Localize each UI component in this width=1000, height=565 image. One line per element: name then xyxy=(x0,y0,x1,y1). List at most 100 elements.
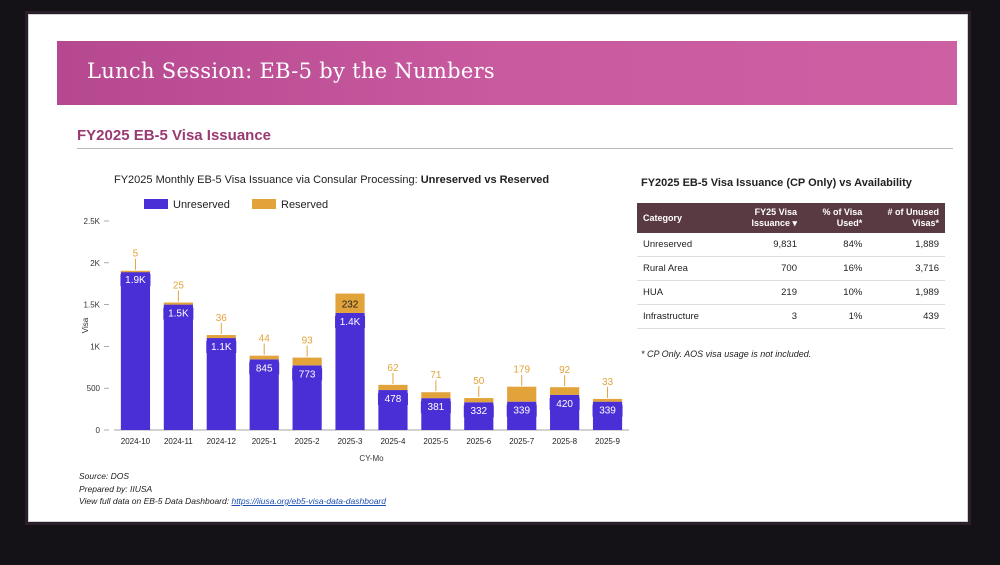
table-row: Unreserved 9,831 84% 1,889 xyxy=(637,233,945,257)
header-percent-used[interactable]: % of Visa Used* xyxy=(802,203,869,233)
reserved-data-label: 36 xyxy=(216,313,228,324)
chart-axes: 0 500 1K 1.5K 2K 2.5K Visa CY-Mo 2024-10 2024-11 2… xyxy=(81,217,629,463)
chart-title: FY2025 Monthly EB-5 Visa Issuance via Co… xyxy=(114,174,549,186)
bar-reserved xyxy=(335,293,365,313)
reserved-data-label: 92 xyxy=(559,365,571,376)
table-footnote: * CP Only. AOS visa usage is not include… xyxy=(641,349,812,359)
chart-footer: Source: DOS Prepared by: IIUSA View full… xyxy=(79,470,386,508)
unreserved-data-label: 332 xyxy=(470,406,487,417)
bar-unreserved xyxy=(120,271,151,430)
x-axis-title: CY-Mo xyxy=(359,454,384,463)
unreserved-label-bg xyxy=(292,368,323,381)
legend-swatch xyxy=(252,199,276,209)
reserved-data-label: 50 xyxy=(473,376,485,387)
reserved-data-label: 179 xyxy=(513,365,530,376)
legend-swatch xyxy=(144,199,168,209)
chart-bars xyxy=(120,270,623,430)
table-title-bold: (CP Only) vs Availability xyxy=(786,177,912,189)
unreserved-data-label: 339 xyxy=(599,406,616,417)
x-tick-label: 2025-5 xyxy=(423,437,448,446)
unreserved-label-bg xyxy=(120,274,151,287)
x-tick-label: 2025-3 xyxy=(338,437,363,446)
bar-reserved xyxy=(249,355,279,360)
unreserved-data-label: 845 xyxy=(256,363,273,374)
chart-data-labels: 1.9K 5 1.5K 25 1.1K 36 845 44 773 93 1.4K 232 478 62 3… xyxy=(120,249,623,418)
y-axis-title: Visa xyxy=(81,317,90,333)
chart-legend: Unreserved Reserved xyxy=(144,199,328,211)
reserved-data-label: 44 xyxy=(259,334,271,345)
unreserved-data-label: 339 xyxy=(513,406,530,417)
bar-reserved xyxy=(550,387,580,395)
x-tick-label: 2024-11 xyxy=(164,437,193,446)
unreserved-data-label: 1.9K xyxy=(125,275,146,286)
header-unused[interactable]: # of Unused Visas* xyxy=(868,203,945,233)
chart-title-prefix: FY2025 Monthly EB-5 Visa Issuance via Co… xyxy=(114,174,421,186)
x-tick-label: 2025-1 xyxy=(252,437,277,446)
reserved-data-label: 71 xyxy=(430,370,442,381)
unreserved-label-bg xyxy=(549,397,580,410)
cell-issuance: 3 xyxy=(732,304,803,329)
unreserved-label-bg xyxy=(377,393,408,406)
unreserved-data-label: 1.1K xyxy=(211,342,232,353)
table-row: Infrastructure 3 1% 439 xyxy=(637,304,945,329)
table-title-prefix: FY2025 EB-5 Visa Issuance xyxy=(641,177,787,189)
table-row: HUA 219 10% 1,989 xyxy=(637,280,945,305)
footer-source: Source: DOS xyxy=(79,471,130,481)
reserved-data-label: 232 xyxy=(342,299,359,310)
table-row: Rural Area 700 16% 3,716 xyxy=(637,256,945,281)
reserved-data-label: 25 xyxy=(173,281,185,292)
cell-percent-used: 10% xyxy=(802,280,869,305)
cell-issuance: 700 xyxy=(732,256,803,281)
cell-unused: 1,889 xyxy=(868,233,945,257)
table-header-row: Category FY25 Visa Issuance ▾ % of Visa … xyxy=(637,203,945,233)
chart-title-bold: Unreserved vs Reserved xyxy=(420,174,550,186)
footer-view-prefix: View full data on EB-5 Data Dashboard: xyxy=(79,496,232,506)
cell-unused: 1,989 xyxy=(868,280,945,305)
x-tick-label: 2025-7 xyxy=(509,437,534,446)
unreserved-label-bg xyxy=(163,307,194,320)
cell-percent-used: 16% xyxy=(802,256,869,281)
unreserved-label-bg xyxy=(206,341,237,354)
x-tick-label: 2024-12 xyxy=(207,437,237,446)
reserved-data-label: 5 xyxy=(133,249,139,260)
footer-view: View full data on EB-5 Data Dashboard: h… xyxy=(79,495,386,508)
unreserved-label-bg xyxy=(249,362,280,375)
bar-unreserved xyxy=(163,304,193,430)
unreserved-label-bg xyxy=(506,404,537,417)
x-tick-label: 2025-8 xyxy=(552,437,577,446)
unreserved-data-label: 478 xyxy=(385,394,402,405)
x-tick-label: 2025-9 xyxy=(595,437,620,446)
legend-label: Reserved xyxy=(281,199,328,211)
y-tick-label: 1.5K xyxy=(84,301,101,310)
bar-reserved xyxy=(292,357,322,366)
cell-category: Unreserved xyxy=(637,233,733,257)
bar-reserved xyxy=(421,392,451,399)
cell-category: Infrastructure xyxy=(637,304,733,329)
y-tick-label: 500 xyxy=(87,384,101,393)
bar-reserved xyxy=(163,302,193,305)
unreserved-data-label: 381 xyxy=(428,402,445,413)
bar-reserved xyxy=(464,398,494,403)
header-issuance[interactable]: FY25 Visa Issuance ▾ xyxy=(732,203,803,233)
bar-reserved xyxy=(206,335,236,339)
unreserved-data-label: 1.4K xyxy=(340,317,361,328)
bar-unreserved xyxy=(335,312,365,430)
unreserved-label-bg xyxy=(420,401,451,414)
cell-issuance: 219 xyxy=(732,280,803,305)
unreserved-label-bg xyxy=(335,315,366,328)
bar-unreserved xyxy=(206,338,236,430)
header-category[interactable]: Category xyxy=(637,203,733,233)
x-tick-label: 2024-10 xyxy=(121,437,151,446)
bar-reserved xyxy=(507,386,537,402)
dashboard-link[interactable]: https://iiusa.org/eb5-visa-data-dashboar… xyxy=(231,496,386,506)
section-title: FY2025 EB-5 Visa Issuance xyxy=(77,127,272,144)
reserved-data-label: 93 xyxy=(302,336,314,347)
bar-reserved xyxy=(120,270,151,273)
cell-unused: 439 xyxy=(868,304,945,329)
cell-unused: 3,716 xyxy=(868,256,945,281)
legend-label: Unreserved xyxy=(173,199,230,211)
reserved-data-label: 33 xyxy=(602,377,614,388)
cell-issuance: 9,831 xyxy=(732,233,803,257)
cell-percent-used: 84% xyxy=(802,233,869,257)
title-banner: Lunch Session: EB-5 by the Numbers xyxy=(57,41,957,105)
